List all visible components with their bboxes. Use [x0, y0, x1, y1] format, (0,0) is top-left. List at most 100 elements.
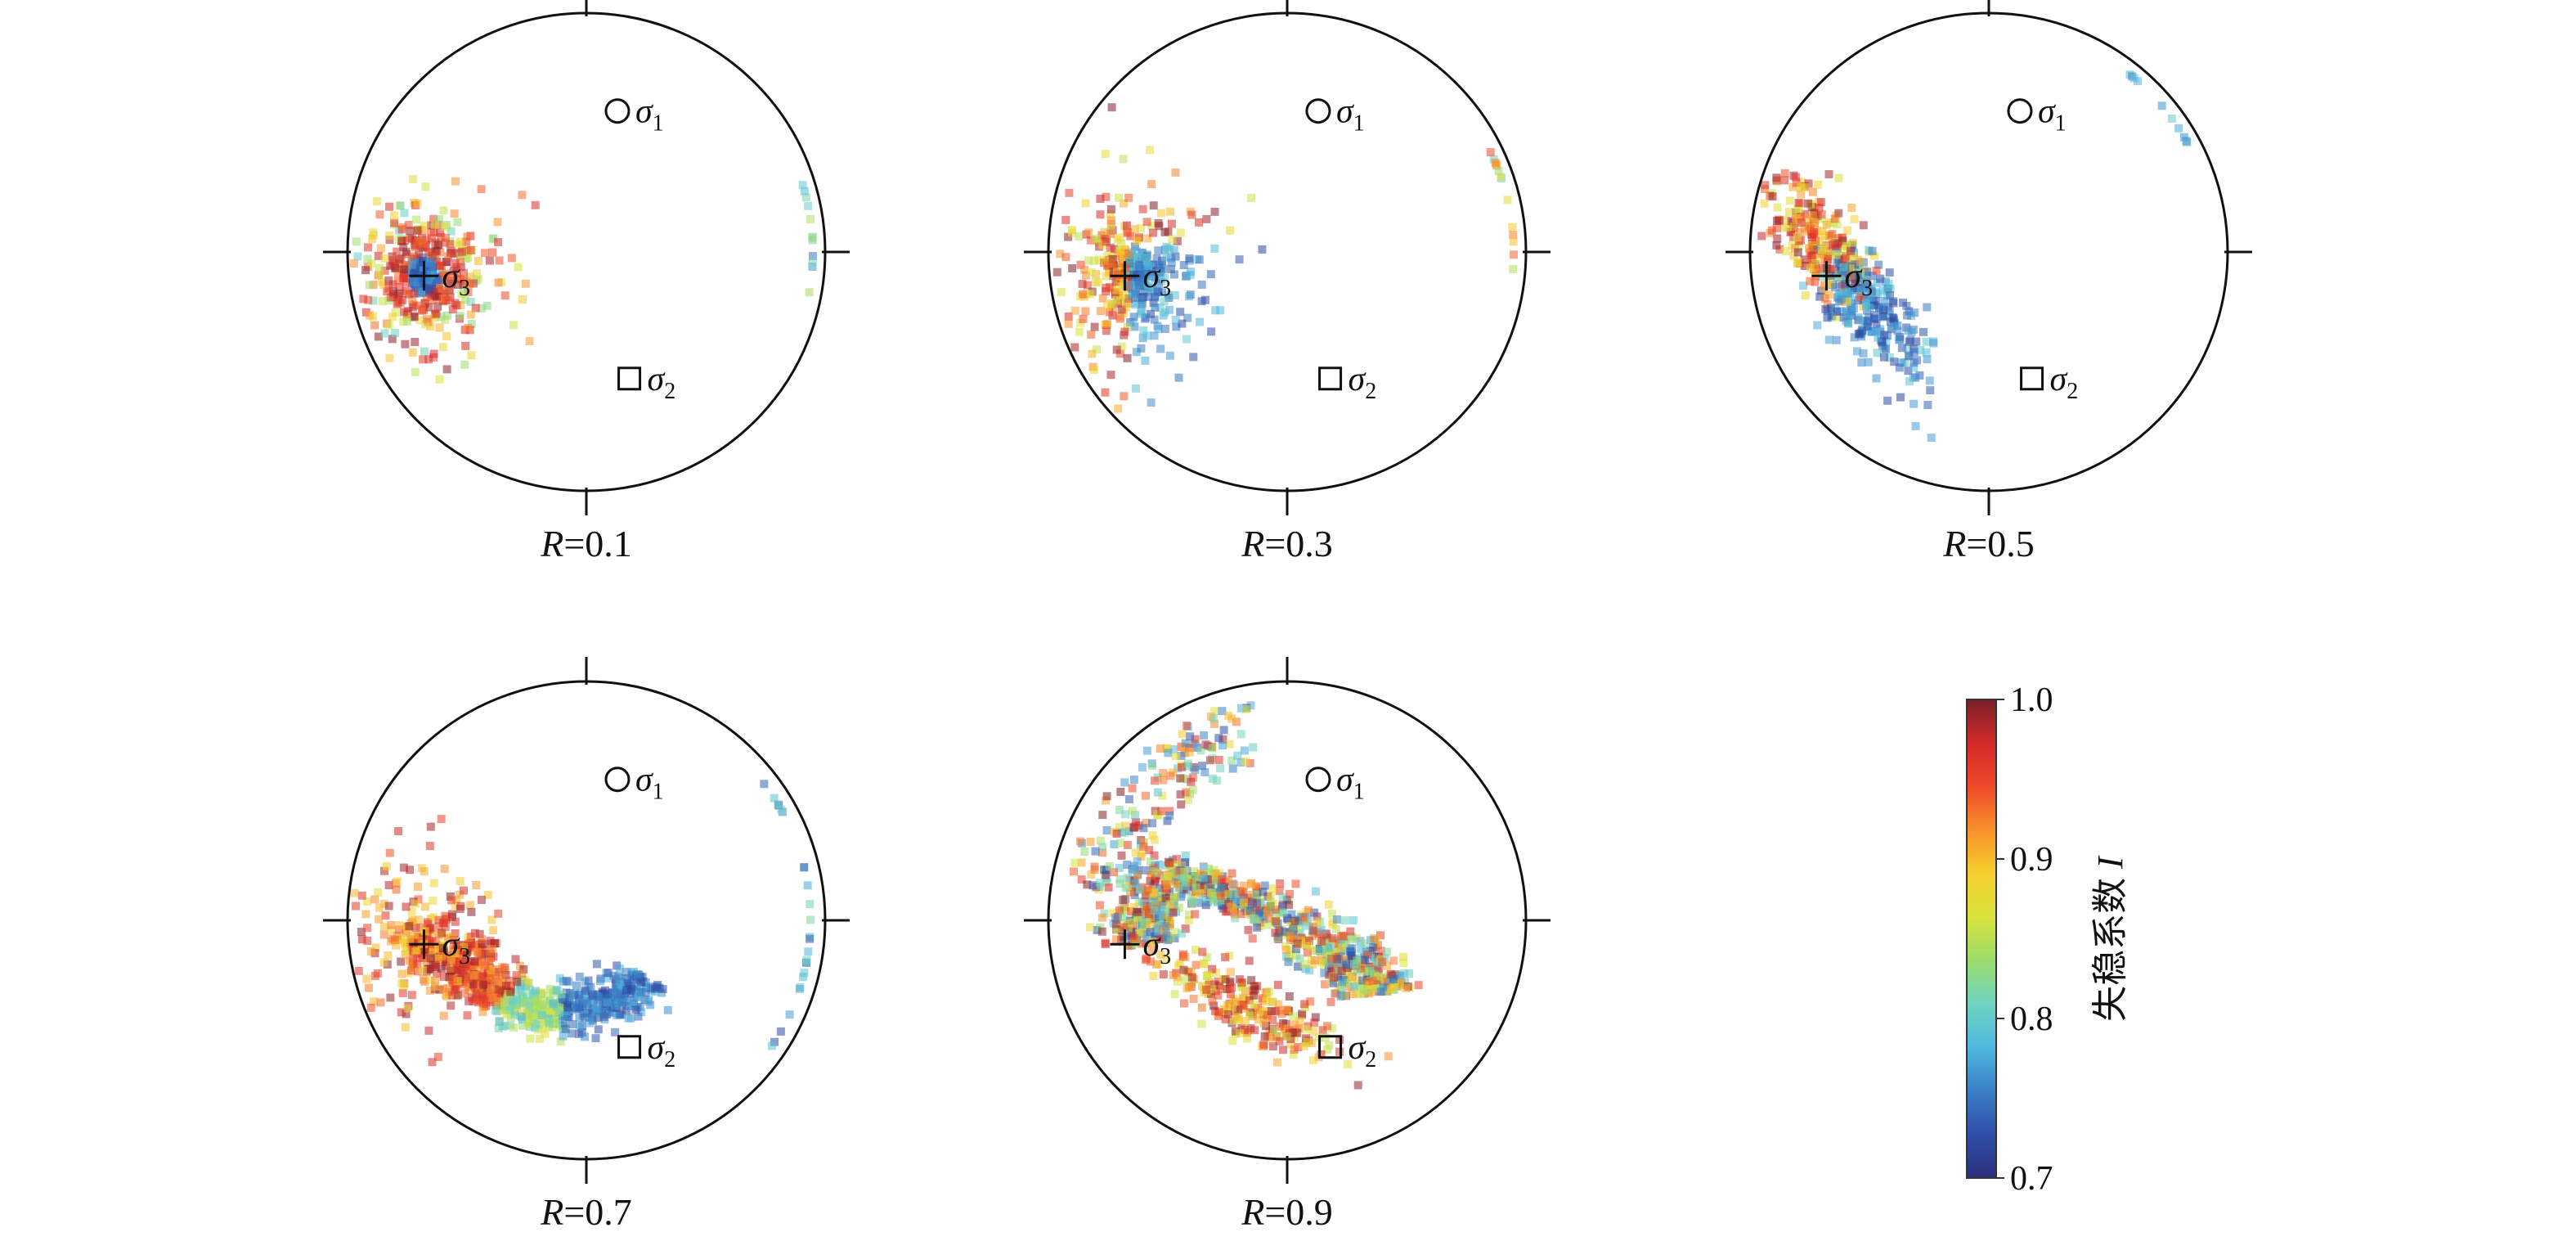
scatter-point	[1170, 270, 1178, 279]
scatter-point	[424, 1026, 433, 1035]
scatter-point	[1245, 758, 1254, 767]
scatter-point	[1229, 890, 1238, 899]
scatter-point	[1227, 869, 1236, 878]
scatter-point	[532, 1019, 541, 1028]
scatter-point	[1227, 714, 1236, 723]
scatter-point	[416, 236, 425, 245]
scatter-point	[1896, 393, 1905, 402]
scatter-point	[1141, 891, 1150, 900]
scatter-point	[1862, 302, 1871, 311]
scatter-point	[1133, 913, 1142, 922]
scatter-point	[491, 1006, 500, 1015]
scatter-point	[1082, 271, 1090, 280]
scatter-point	[565, 996, 574, 1005]
scatter-point	[1879, 353, 1888, 362]
scatter-point	[1116, 246, 1125, 255]
scatter-point	[1184, 916, 1193, 924]
scatter-point	[1124, 250, 1133, 259]
scatter-point	[1167, 259, 1176, 267]
scatter-point	[1191, 765, 1200, 774]
scatter-point	[1237, 978, 1246, 987]
scatter-point	[1102, 796, 1110, 805]
scatter-point	[1184, 911, 1193, 919]
scatter-point	[366, 1003, 375, 1012]
scatter-point	[1110, 840, 1119, 849]
scatter-point	[1376, 987, 1385, 996]
scatter-point	[402, 1009, 411, 1018]
scatter-point	[421, 182, 430, 191]
scatter-point	[1189, 995, 1198, 1003]
scatter-point	[1329, 978, 1338, 987]
scatter-point	[411, 215, 420, 224]
scatter-point	[461, 237, 470, 246]
scatter-point	[1151, 912, 1160, 921]
scatter-point	[1198, 894, 1207, 903]
scatter-point	[485, 957, 494, 965]
scatter-point	[1236, 1029, 1245, 1038]
scatter-point	[1353, 975, 1362, 984]
scatter-point	[440, 865, 449, 874]
scatter-point	[482, 301, 491, 310]
scatter-point	[1226, 978, 1235, 986]
scatter-point	[375, 915, 384, 924]
scatter-point	[472, 881, 481, 889]
scatter-point	[1111, 920, 1120, 929]
scatter-point	[1259, 888, 1268, 897]
scatter-point	[1223, 1009, 1232, 1018]
scatter-point	[1184, 795, 1192, 804]
scatter-point	[1112, 830, 1121, 838]
scatter-point	[1181, 739, 1190, 748]
scatter-point	[1156, 744, 1165, 753]
scatter-point	[433, 969, 442, 978]
scatter-point	[1186, 268, 1195, 277]
scatter-point	[509, 1023, 518, 1032]
scatter-point	[415, 316, 424, 325]
scatter-point	[1150, 835, 1159, 844]
sigma-label: σ2	[1349, 361, 1377, 404]
panel-caption: R=0.3	[1241, 523, 1333, 564]
scatter-cloud	[349, 175, 817, 384]
scatter-point	[388, 313, 397, 321]
scatter-point	[435, 285, 444, 293]
scatter-point	[1183, 722, 1192, 731]
scatter-point	[1289, 1050, 1298, 1059]
scatter-point	[1834, 290, 1843, 299]
scatter-point	[1166, 265, 1175, 273]
scatter-point	[1210, 707, 1219, 716]
scatter-point	[1880, 330, 1888, 339]
scatter-point	[1136, 309, 1145, 318]
scatter-point	[521, 975, 530, 984]
scatter-point	[466, 297, 475, 306]
scatter-point	[1185, 254, 1194, 263]
scatter-point	[1807, 251, 1816, 259]
scatter-point	[353, 252, 362, 261]
scatter-point	[1285, 901, 1293, 910]
scatter-point	[1911, 373, 1920, 382]
scatter-point	[1144, 292, 1153, 301]
scatter-point	[624, 1014, 633, 1023]
scatter-point	[424, 355, 433, 364]
scatter-point	[423, 315, 432, 324]
scatter-point	[1235, 255, 1244, 264]
scatter-point	[440, 223, 449, 232]
scatter-point	[1241, 757, 1250, 766]
scatter-point	[1098, 294, 1107, 303]
scatter-point	[588, 1009, 597, 1018]
colorbar-tick-label: 0.7	[2010, 1160, 2053, 1198]
scatter-point	[1240, 881, 1249, 890]
scatter-point	[444, 252, 453, 261]
scatter-point	[559, 998, 567, 1007]
scatter-point	[1333, 955, 1341, 964]
scatter-point	[554, 1009, 563, 1017]
scatter-point	[1218, 896, 1227, 905]
scatter-point	[1322, 947, 1331, 956]
scatter-point	[464, 279, 473, 288]
scatter-point	[397, 957, 406, 966]
scatter-point	[1856, 293, 1865, 302]
scatter-point	[1156, 304, 1165, 312]
scatter-point	[1810, 245, 1819, 254]
scatter-point	[354, 966, 363, 975]
scatter-point	[1363, 950, 1372, 959]
scatter-point	[1155, 222, 1164, 231]
scatter-point	[1851, 260, 1860, 269]
